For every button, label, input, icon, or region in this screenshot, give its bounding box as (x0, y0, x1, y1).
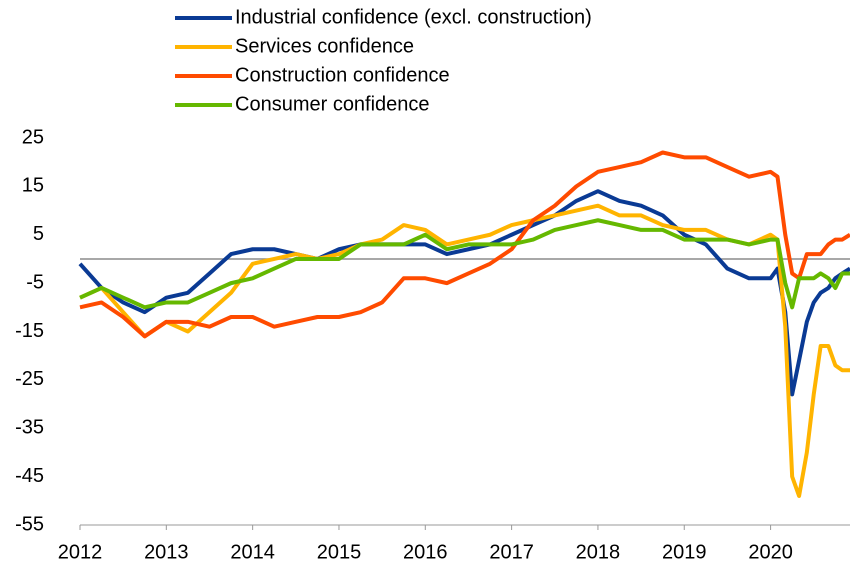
y-tick-label: -25 (15, 368, 44, 390)
x-tick-label: 2012 (58, 541, 103, 563)
x-tick-label: 2018 (576, 541, 621, 563)
y-tick-label: -15 (15, 320, 44, 342)
y-tick-label: 25 (22, 126, 44, 148)
y-tick-label: 15 (22, 175, 44, 197)
legend-label: Construction confidence (235, 64, 450, 86)
x-tick-label: 2015 (317, 541, 362, 563)
x-tick-label: 2013 (144, 541, 189, 563)
x-tick-label: 2016 (403, 541, 448, 563)
legend-label: Services confidence (235, 35, 414, 57)
legend-label: Industrial confidence (excl. constructio… (235, 6, 592, 28)
series-line (79, 203, 850, 498)
x-tick-label: 2020 (748, 541, 793, 563)
legend-label: Consumer confidence (235, 93, 430, 115)
series-line (79, 218, 850, 310)
y-tick-label: -35 (15, 417, 44, 439)
x-tick-label: 2019 (662, 541, 707, 563)
x-tick-label: 2017 (489, 541, 534, 563)
y-tick-label: 5 (33, 223, 44, 245)
y-tick-label: -45 (15, 465, 44, 487)
y-tick-label: -5 (26, 271, 44, 293)
x-tick-label: 2014 (230, 541, 275, 563)
y-tick-label: -55 (15, 513, 44, 535)
series-line (78, 189, 850, 397)
